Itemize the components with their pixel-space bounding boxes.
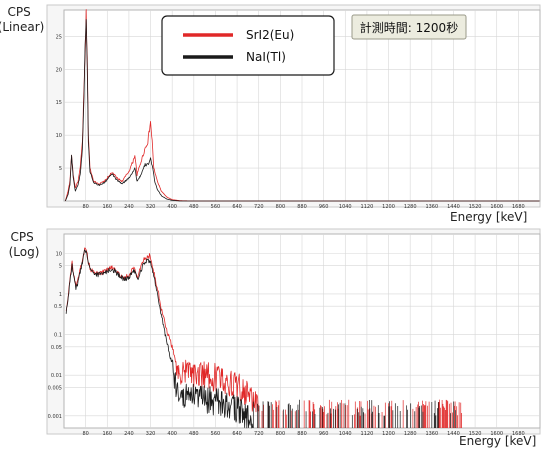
x-tick-label: 480: [189, 431, 199, 437]
x-tick-label: 1200: [382, 204, 395, 210]
log-xlabel: Energy [keV]: [459, 434, 536, 448]
x-tick-label: 80: [82, 431, 88, 437]
x-tick-label: 560: [211, 204, 221, 210]
x-tick-label: 160: [102, 204, 112, 210]
x-tick-label: 880: [297, 204, 307, 210]
x-tick-label: 1360: [425, 204, 438, 210]
y-tick-label: 1: [59, 292, 62, 298]
y-tick-label: 0.01: [51, 373, 62, 379]
x-tick-label: 320: [146, 204, 156, 210]
x-tick-label: 80: [82, 204, 88, 210]
x-tick-label: 1120: [361, 431, 374, 437]
x-tick-label: 800: [276, 431, 286, 437]
x-tick-label: 320: [146, 431, 156, 437]
legend-label-nai: NaI(Tl): [246, 50, 286, 64]
x-tick-label: 960: [319, 431, 329, 437]
x-tick-label: 1680: [512, 204, 525, 210]
linear-y-ticks: 5 10 15 20 25: [56, 34, 62, 172]
x-tick-label: 240: [124, 204, 134, 210]
measurement-time-label: 計測時間: 1200秒: [360, 20, 458, 35]
x-tick-label: 640: [232, 204, 242, 210]
x-tick-label: 480: [189, 204, 199, 210]
x-tick-label: 800: [276, 204, 286, 210]
x-tick-label: 1120: [361, 204, 374, 210]
x-tick-label: 720: [254, 204, 264, 210]
x-tick-label: 1600: [490, 431, 503, 437]
measurement-time-badge: 計測時間: 1200秒: [351, 14, 467, 40]
x-tick-label: 1440: [447, 431, 460, 437]
y-tick-label: 0.1: [54, 333, 62, 339]
linear-x-ticks: 80 160 240 320 400 480 560 640 720 800 880 960 1040 1…: [82, 204, 524, 210]
log-series: [65, 247, 462, 429]
x-tick-label: 400: [167, 204, 177, 210]
x-tick-label: 160: [102, 431, 112, 437]
log-ylabel: CPS (Log): [9, 230, 40, 259]
y-tick-label: 5: [59, 166, 62, 172]
x-tick-label: 1680: [512, 431, 525, 437]
y-tick-label: 0.005: [48, 385, 62, 391]
x-tick-label: 240: [124, 431, 134, 437]
x-tick-label: 1200: [382, 431, 395, 437]
log-x-ticks: 80 160 240 320 400 480 560 640 720 800 880 960 1040 1…: [82, 431, 524, 437]
x-tick-label: 560: [211, 431, 221, 437]
x-tick-label: 1280: [404, 431, 417, 437]
measurement-time-box: [351, 14, 467, 40]
log-y-ticks: 10 5 1 0.5 0.1 0.05 0.01 0.005 0.001: [48, 251, 62, 419]
y-tick-label: 15: [56, 100, 62, 106]
x-tick-label: 1040: [339, 431, 352, 437]
y-tick-label: 10: [56, 251, 62, 257]
linear-ylabel: CPS (Linear): [0, 5, 44, 34]
x-tick-label: 400: [167, 431, 177, 437]
legend: SrI2(Eu) NaI(Tl): [161, 15, 335, 76]
x-tick-label: 1360: [425, 431, 438, 437]
series-counts-nai: [252, 399, 456, 428]
x-tick-label: 1600: [490, 204, 503, 210]
x-tick-label: 640: [232, 431, 242, 437]
y-tick-label: 0.5: [54, 304, 62, 310]
series-line-nai: [65, 249, 254, 429]
x-tick-label: 720: [254, 431, 264, 437]
y-tick-label: 0.001: [48, 414, 62, 420]
series-line-nai: [64, 19, 540, 202]
x-tick-label: 1520: [469, 204, 482, 210]
y-tick-label: 25: [56, 34, 62, 40]
y-tick-label: 10: [56, 133, 62, 139]
x-tick-label: 960: [319, 204, 329, 210]
legend-label-sri2: SrI2(Eu): [246, 28, 294, 42]
x-tick-label: 1520: [469, 431, 482, 437]
linear-series: [64, 9, 540, 202]
y-tick-label: 20: [56, 67, 62, 73]
y-tick-label: 0.05: [51, 345, 62, 351]
log-panel: 10 5 1 0.5 0.1 0.05 0.01 0.005 0.001 80 160 240 320…: [9, 228, 541, 448]
legend-box: [161, 15, 335, 76]
x-tick-label: 1280: [404, 204, 417, 210]
x-tick-label: 1040: [339, 204, 352, 210]
x-tick-label: 1440: [447, 204, 460, 210]
x-tick-label: 880: [297, 431, 307, 437]
y-tick-label: 5: [59, 264, 62, 270]
linear-xlabel: Energy [keV]: [450, 210, 527, 224]
